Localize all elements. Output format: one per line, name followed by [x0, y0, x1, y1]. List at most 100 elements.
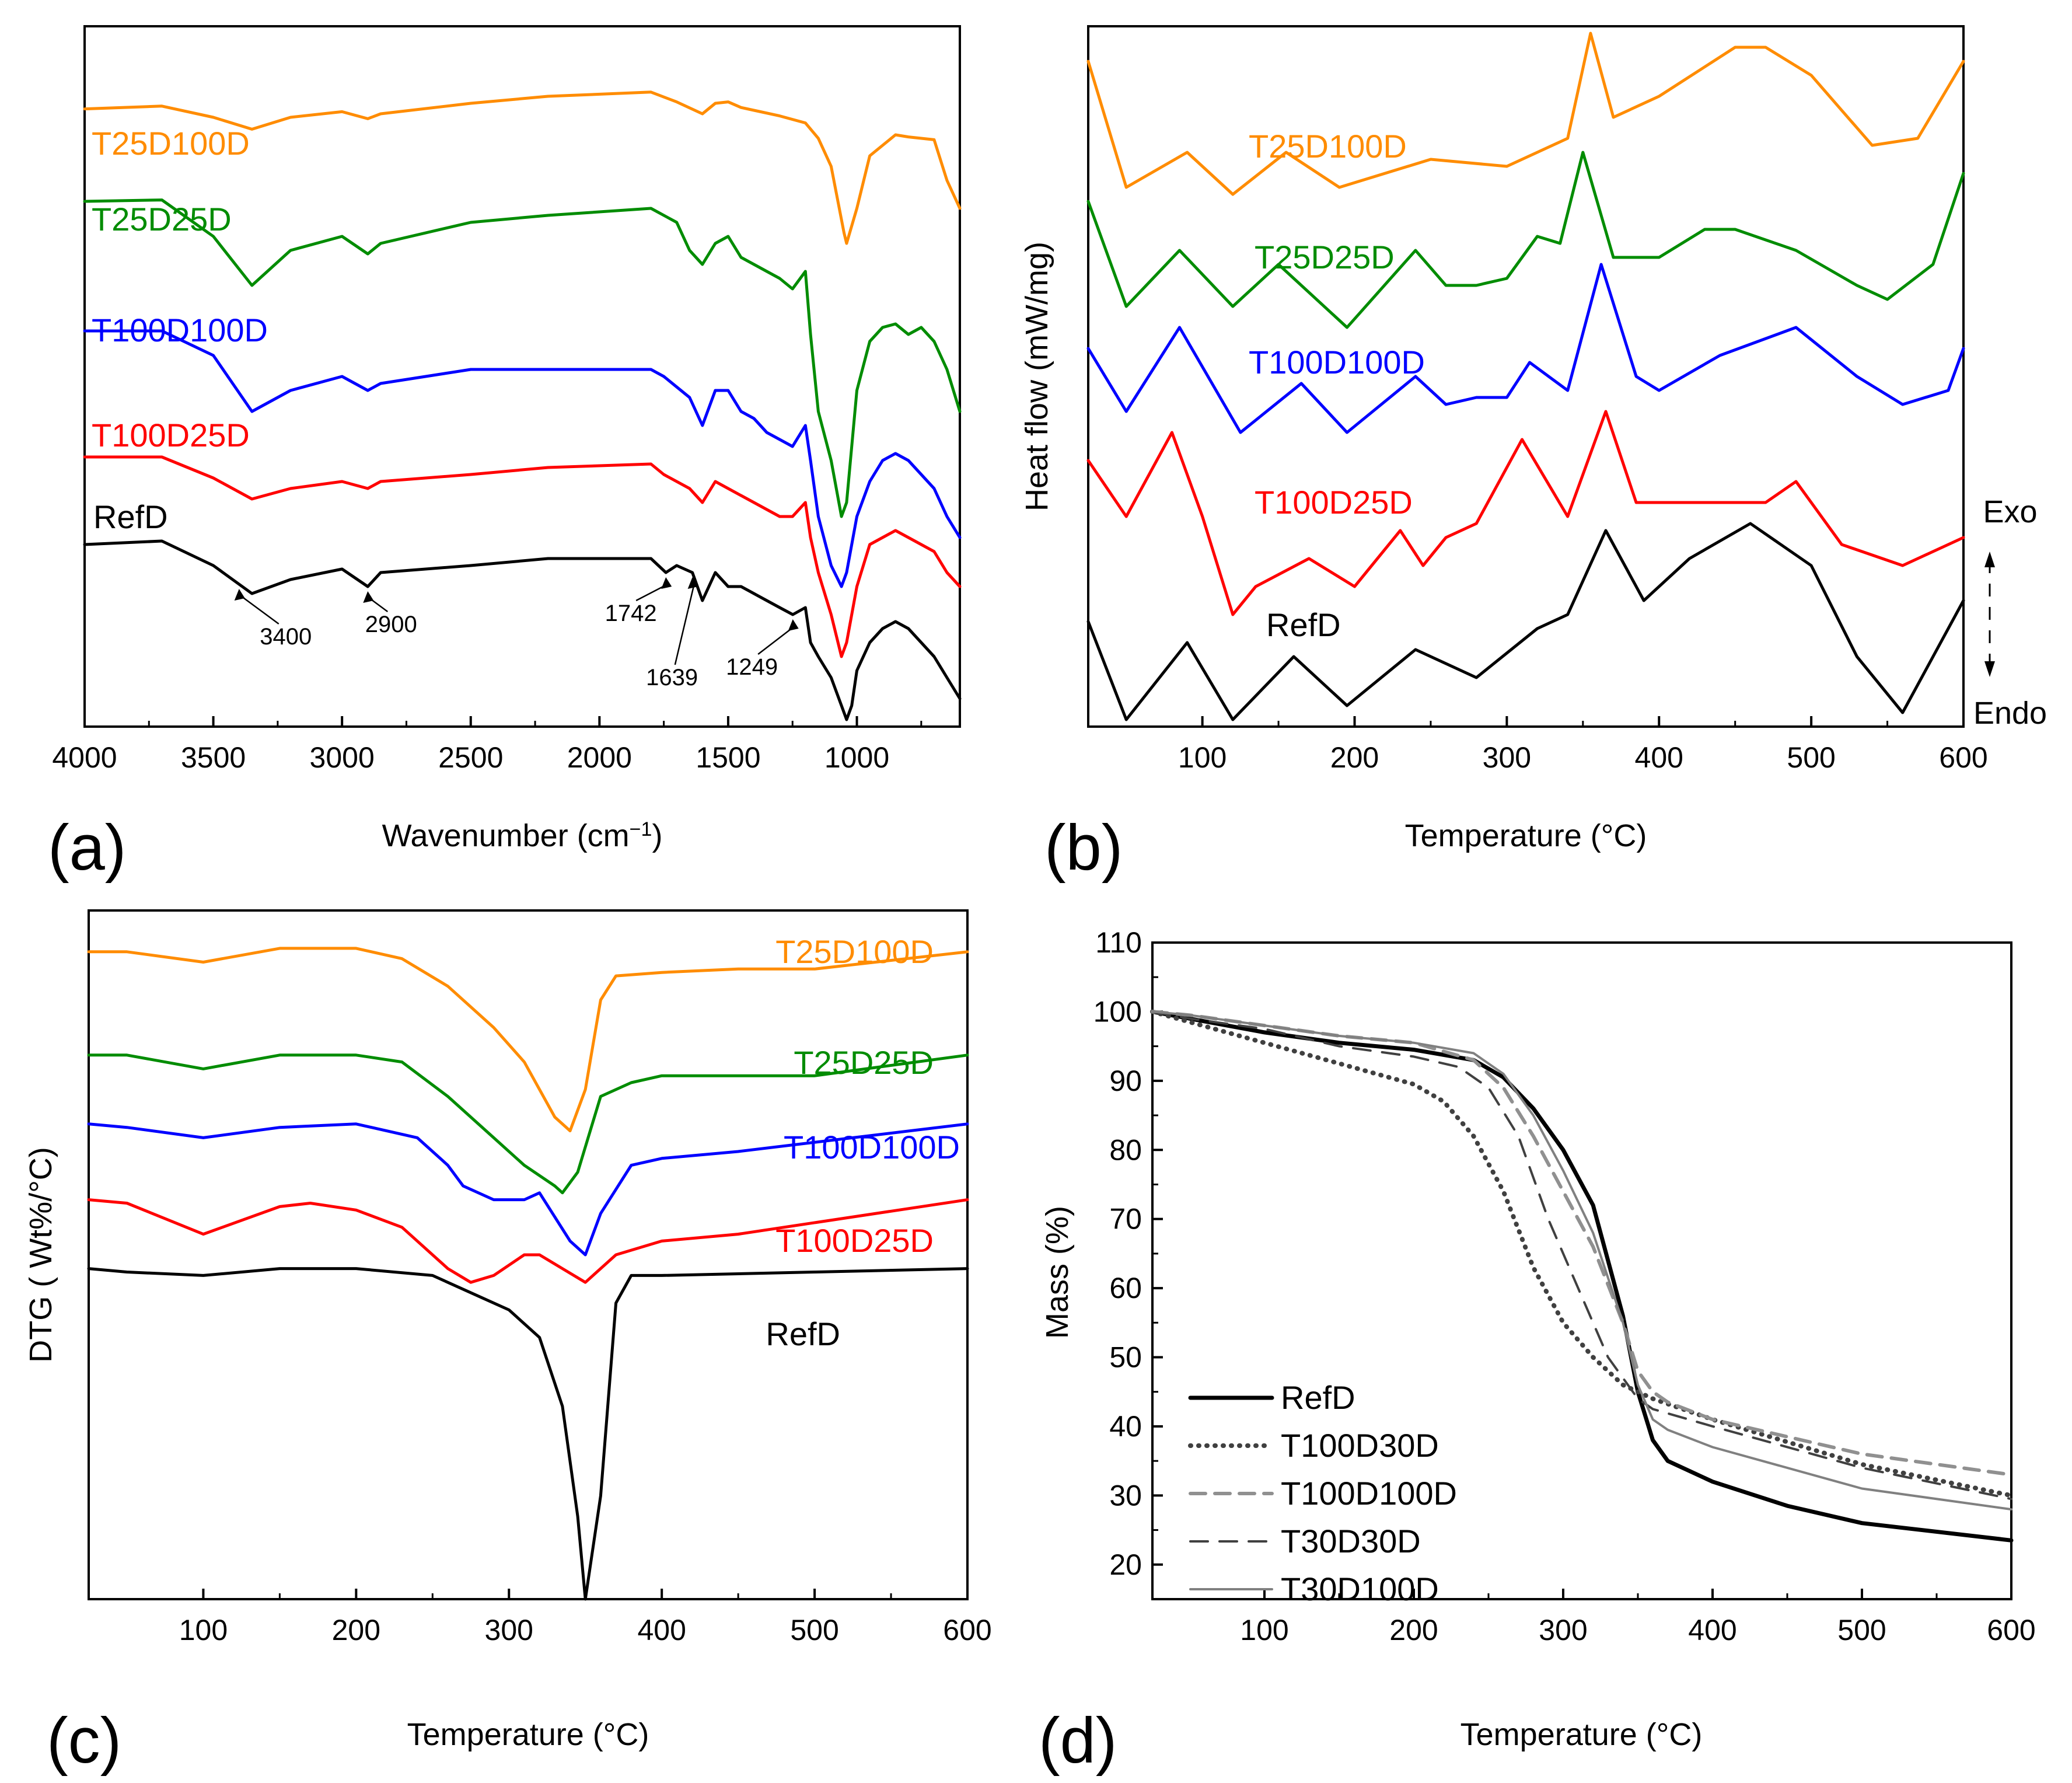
series-line-RefD — [87, 1267, 969, 1601]
exo-endo-arrow — [1984, 552, 1995, 677]
panel-c-label: (c) — [47, 1705, 121, 1777]
series-label-T100D100D: T100D100D — [784, 1129, 960, 1166]
series-label-RefD: RefD — [93, 498, 168, 535]
y-tick-label: 60 — [1109, 1272, 1142, 1304]
series-line-T25D100D — [87, 947, 969, 1133]
series-label-RefD: RefD — [766, 1316, 840, 1352]
x-tick-label: 200 — [1389, 1614, 1438, 1646]
panel-a-series-labels: T25D100D T25D25D T100D100D T100D25D RefD — [92, 125, 268, 535]
annotation-2900: 2900 — [365, 612, 417, 637]
series-line-RefD — [1150, 1009, 2014, 1543]
panel-c-frame — [88, 909, 969, 1600]
annotation-arrowhead — [661, 577, 672, 589]
panel-c-curves — [87, 947, 969, 1601]
series-label-T100D100D: T100D100D — [1249, 344, 1425, 381]
series-label-T100D25D: T100D25D — [775, 1222, 934, 1259]
x-tick-label: 3000 — [310, 741, 375, 774]
x-tick-label: 1500 — [696, 741, 760, 774]
endo-label: Endo — [1973, 696, 2047, 731]
series-line-T100D30D — [1150, 1009, 2014, 1498]
y-tick-label: 90 — [1109, 1065, 1142, 1097]
annotation-arrowhead — [788, 619, 799, 631]
series-line-T25D100D — [83, 90, 962, 245]
y-tick-label: 30 — [1109, 1479, 1142, 1512]
annotation-arrowhead — [687, 577, 698, 589]
annotation-1249: 1249 — [726, 654, 778, 680]
panel-b-label: (b) — [1044, 812, 1123, 884]
x-tick-label: 3500 — [181, 741, 246, 774]
legend-label-T100D100D: T100D100D — [1281, 1475, 1457, 1512]
panel-c-x-ticks: 100 200 300 400 500 600 — [179, 1589, 992, 1646]
panel-c-xlabel: Temperature (°C) — [407, 1717, 649, 1752]
y-tick-label: 20 — [1109, 1548, 1142, 1581]
panel-a-xlabel: Wavenumber (cm−1) — [382, 818, 663, 853]
panel-d-xlabel: Temperature (°C) — [1460, 1717, 1703, 1752]
panel-c: 100 200 300 400 500 600 T25D100D T25D25D T100D1… — [23, 909, 992, 1777]
y-tick-label: 80 — [1109, 1133, 1142, 1166]
panel-a: 4000 3500 3000 2500 2000 1500 1000 3400 2900 174… — [48, 25, 962, 884]
y-tick-label: 50 — [1109, 1341, 1142, 1374]
series-line-T100D100D — [87, 1122, 969, 1257]
series-label-T25D100D: T25D100D — [775, 933, 934, 970]
series-label-T25D25D: T25D25D — [1255, 239, 1395, 275]
x-tick-label: 1000 — [824, 741, 889, 774]
panel-a-frame — [83, 25, 961, 728]
panel-d-frame — [1151, 941, 2012, 1600]
series-line-T25D25D — [83, 198, 962, 518]
panel-d-legend: RefD T100D30D T100D100D T30D30D T30D100D — [1188, 1379, 1457, 1607]
series-line-T30D100D — [1151, 1010, 2012, 1511]
annotation-arrowhead — [363, 591, 374, 603]
legend-label-T100D30D: T100D30D — [1281, 1427, 1439, 1464]
x-tick-label: 2000 — [567, 741, 632, 774]
x-tick-label: 500 — [1837, 1614, 1886, 1646]
legend-label-RefD: RefD — [1281, 1379, 1355, 1416]
legend-label-T30D100D: T30D100D — [1281, 1571, 1439, 1607]
x-tick-label: 400 — [637, 1614, 686, 1646]
series-label-T25D25D: T25D25D — [92, 201, 232, 238]
x-tick-label: 500 — [1787, 741, 1835, 774]
panel-b-series-labels: T25D100D T25D25D T100D100D T100D25D RefD — [1249, 128, 1425, 643]
exo-label: Exo — [1983, 494, 2037, 529]
legend-label-T30D30D: T30D30D — [1281, 1523, 1421, 1559]
x-tick-label: 300 — [485, 1614, 533, 1646]
y-tick-label: 100 — [1093, 995, 1142, 1028]
series-line-T25D25D — [1086, 151, 1965, 329]
annotation-arrow — [240, 595, 279, 625]
x-tick-label: 200 — [332, 1614, 380, 1646]
x-tick-label: 2500 — [438, 741, 503, 774]
series-line-T100D100D — [1086, 263, 1965, 434]
panel-c-ylabel: DTG ( Wt%/°C) — [23, 1147, 58, 1363]
panel-a-label: (a) — [48, 812, 126, 884]
panel-b-x-ticks: 100 200 300 400 500 600 — [1178, 716, 1988, 774]
x-tick-label: 300 — [1483, 741, 1531, 774]
x-tick-label: 300 — [1539, 1614, 1587, 1646]
panel-b: 100 200 300 400 500 600 T25D100D T25D25D T100D1… — [1019, 25, 2047, 884]
annotation-arrow — [757, 626, 795, 655]
panel-b-ylabel: Heat flow (mW/mg) — [1019, 242, 1054, 511]
series-line-T100D25D — [83, 455, 962, 658]
series-line-RefD — [1086, 522, 1965, 721]
x-tick-label: 600 — [943, 1614, 991, 1646]
x-tick-label: 200 — [1330, 741, 1379, 774]
annotation-arrow — [674, 584, 695, 665]
y-tick-label: 70 — [1109, 1203, 1142, 1236]
series-line-T100D25D — [1086, 410, 1965, 616]
series-line-RefD — [83, 539, 962, 721]
annotation-arrowhead — [234, 589, 245, 601]
panel-d-curves — [1150, 1009, 2014, 1543]
x-tick-label: 100 — [179, 1614, 228, 1646]
series-label-T25D25D: T25D25D — [794, 1044, 934, 1081]
x-tick-label: 500 — [790, 1614, 838, 1646]
series-line-T25D100D — [1086, 32, 1965, 196]
series-label-RefD: RefD — [1266, 606, 1341, 643]
panel-d-label: (d) — [1039, 1705, 1117, 1777]
series-line-T30D30D — [1151, 1010, 2012, 1501]
panel-a-annotations: 3400 2900 1742 1639 1249 — [234, 577, 799, 690]
panel-d-ticks: 100 200 300 400 500 600 20 30 40 50 60 70 80 90 100 110 — [1093, 926, 2036, 1646]
y-tick-label: 110 — [1095, 926, 1142, 959]
panel-b-curves — [1086, 32, 1965, 721]
series-line-T25D25D — [87, 1053, 969, 1195]
panel-d-ylabel: Mass (%) — [1040, 1206, 1075, 1339]
x-tick-label: 600 — [1939, 741, 1987, 774]
